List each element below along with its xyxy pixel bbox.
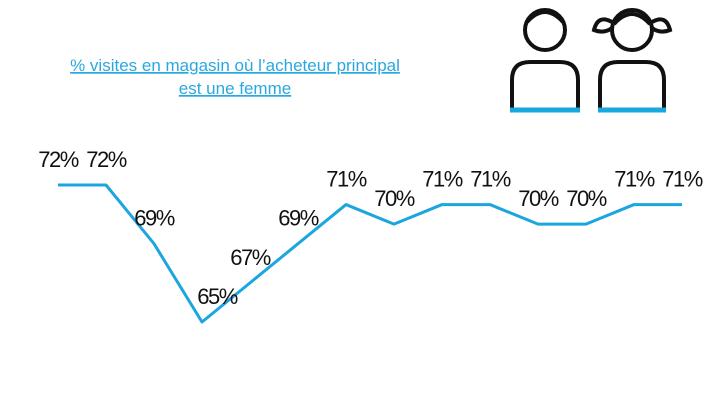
value-label: 70% [566, 186, 606, 211]
value-label: 69% [134, 206, 174, 231]
value-label: 71% [470, 167, 510, 192]
value-label: 70% [374, 186, 414, 211]
value-label: 70% [518, 186, 558, 211]
value-label: 65% [197, 284, 237, 309]
boy-icon [510, 8, 580, 113]
value-label: 71% [662, 167, 702, 192]
value-label: 67% [230, 245, 270, 270]
chart-title: % visites en magasin où l’acheteur princ… [70, 56, 400, 75]
value-label: 71% [422, 167, 462, 192]
value-label: 71% [326, 167, 366, 192]
value-label: 72% [86, 147, 126, 172]
value-label: 71% [614, 167, 654, 192]
value-label: 72% [38, 147, 78, 172]
girl-icon [591, 8, 673, 113]
line [58, 183, 682, 324]
value-label: 69% [278, 206, 318, 231]
chart-title: est une femme [179, 79, 291, 98]
